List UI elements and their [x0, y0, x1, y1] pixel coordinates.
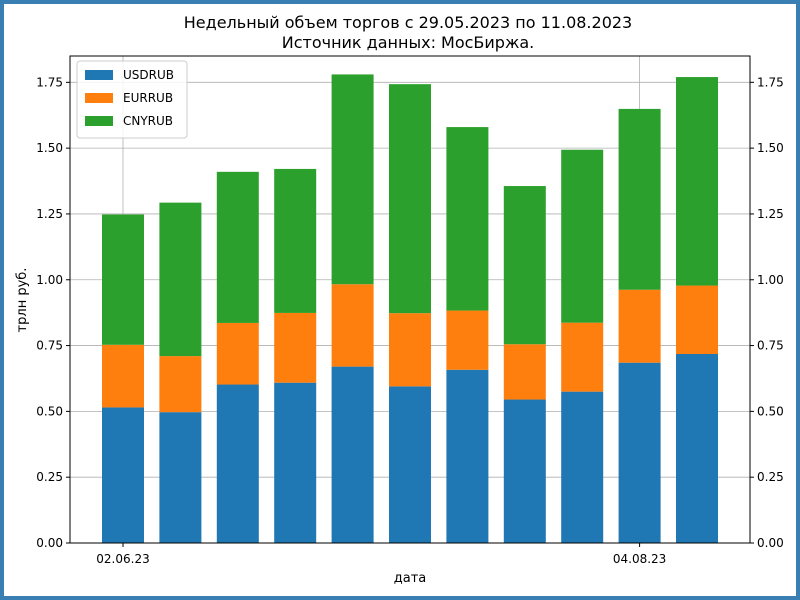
bar-eurrub — [216, 322, 259, 385]
y-tick-label-right: 1.50 — [757, 141, 784, 155]
legend-swatch-usdrub — [85, 70, 113, 80]
bar-cnyrub — [159, 202, 202, 357]
bar-cnyrub — [618, 108, 661, 290]
y-tick-label-right: 1.00 — [757, 273, 784, 287]
bar-cnyrub — [561, 149, 604, 323]
bar-cnyrub — [331, 74, 374, 285]
x-tick-label: 04.08.23 — [613, 552, 666, 566]
bar-eurrub — [446, 310, 489, 370]
bar-eurrub — [159, 356, 202, 413]
legend-swatch-cnyrub — [85, 116, 113, 126]
bar-usdrub — [102, 407, 144, 543]
chart-subtitle: Источник данных: МосБиржа. — [282, 33, 535, 52]
y-axis-label: трлн руб. — [15, 268, 30, 333]
bar-usdrub — [618, 362, 661, 543]
bar-usdrub — [159, 412, 202, 543]
y-tick-label-left: 1.00 — [36, 273, 63, 287]
chart-title: Недельный объем торгов с 29.05.2023 по 1… — [184, 13, 632, 32]
legend-label-usdrub: USDRUB — [123, 68, 174, 82]
y-tick-label-right: 0.50 — [757, 404, 784, 418]
bar-eurrub — [676, 285, 718, 354]
bar-eurrub — [331, 284, 374, 367]
bar-usdrub — [389, 386, 431, 543]
y-tick-label-left: 0.50 — [36, 404, 63, 418]
y-tick-label-right: 1.75 — [757, 75, 784, 89]
y-tick-label-right: 0.25 — [757, 470, 784, 484]
bar-eurrub — [618, 289, 661, 363]
bar-usdrub — [274, 382, 317, 543]
bar-eurrub — [389, 313, 431, 387]
y-tick-label-right: 1.25 — [757, 207, 784, 221]
ticks-layer: 0.00 0.00 0.25 0.25 0.50 0.50 0.75 0.75 1.00 1.00… — [36, 75, 783, 566]
bar-usdrub — [216, 384, 259, 543]
bar-eurrub — [561, 322, 604, 392]
legend-label-cnyrub: CNYRUB — [123, 114, 173, 128]
legend-swatch-eurrub — [85, 93, 113, 103]
bar-eurrub — [274, 312, 317, 383]
bar-eurrub — [102, 344, 144, 408]
y-tick-label-left: 0.75 — [36, 339, 63, 353]
x-tick-label: 02.06.23 — [96, 552, 149, 566]
bar-cnyrub — [274, 168, 317, 313]
legend-label-eurrub: EURRUB — [123, 91, 173, 105]
y-tick-label-right: 0.00 — [757, 536, 784, 550]
y-tick-label-left: 0.25 — [36, 470, 63, 484]
bar-usdrub — [503, 399, 546, 543]
y-tick-label-right: 0.75 — [757, 339, 784, 353]
x-axis-label: дата — [394, 571, 427, 586]
bar-eurrub — [503, 344, 546, 400]
y-tick-label-left: 1.50 — [36, 141, 63, 155]
bar-usdrub — [561, 391, 604, 543]
y-tick-label-left: 1.75 — [36, 75, 63, 89]
bar-cnyrub — [503, 186, 546, 345]
bar-usdrub — [331, 366, 374, 543]
bar-cnyrub — [676, 77, 718, 286]
bar-cnyrub — [446, 127, 489, 311]
bars-layer — [102, 74, 718, 543]
y-tick-label-left: 1.25 — [36, 207, 63, 221]
plot-area-border — [69, 55, 751, 544]
bar-usdrub — [446, 369, 489, 543]
bar-usdrub — [676, 353, 718, 543]
bar-cnyrub — [216, 171, 259, 323]
bar-cnyrub — [102, 214, 144, 345]
legend: USDRUB EURRUB CNYRUB — [76, 60, 188, 139]
y-tick-label-left: 0.00 — [36, 536, 63, 550]
bar-cnyrub — [389, 84, 431, 314]
